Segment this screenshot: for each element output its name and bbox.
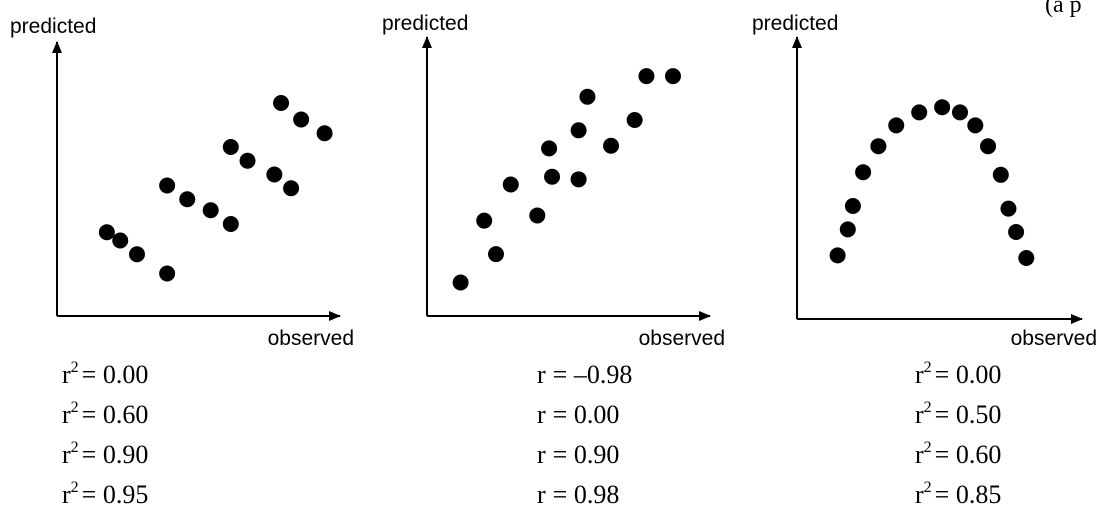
data-point bbox=[1018, 250, 1035, 266]
stat-symbol: r bbox=[62, 360, 71, 389]
data-point bbox=[1000, 200, 1017, 217]
data-point bbox=[159, 177, 176, 194]
answer-option: r = –0.98 bbox=[537, 360, 632, 389]
stat-value: = 0.95 bbox=[82, 480, 149, 509]
data-point bbox=[222, 139, 239, 155]
stat-value: = –0.98 bbox=[553, 360, 633, 389]
data-point bbox=[888, 117, 905, 134]
data-point bbox=[934, 99, 951, 116]
stat-symbol: r bbox=[537, 480, 546, 509]
x-axis-label: observed bbox=[639, 327, 725, 350]
stat-symbol: r bbox=[537, 440, 546, 469]
data-point bbox=[870, 138, 887, 155]
x-axis-label: observed bbox=[268, 327, 354, 350]
answer-option: r2 = 0.00 bbox=[62, 359, 148, 389]
answer-option: r2 = 0.95 bbox=[62, 479, 148, 509]
data-point bbox=[316, 125, 333, 142]
data-point bbox=[273, 95, 290, 111]
stat-value: = 0.00 bbox=[935, 360, 1002, 389]
data-point bbox=[98, 224, 115, 241]
stat-symbol: r bbox=[537, 400, 546, 429]
stat-symbol: r bbox=[62, 400, 71, 429]
data-point bbox=[829, 247, 846, 264]
answer-option: r2 = 0.50 bbox=[915, 399, 1001, 429]
data-point bbox=[452, 274, 469, 291]
data-point bbox=[283, 180, 300, 197]
data-point bbox=[844, 198, 861, 214]
data-point bbox=[293, 111, 310, 128]
data-point bbox=[476, 212, 493, 229]
data-point bbox=[266, 166, 283, 183]
y-axis-label: predicted bbox=[382, 12, 468, 35]
stat-symbol: r bbox=[62, 480, 71, 509]
answer-option: r2 = 0.90 bbox=[62, 439, 148, 469]
stat-exponent: 2 bbox=[71, 439, 79, 456]
data-point bbox=[502, 176, 519, 193]
data-point bbox=[239, 152, 256, 169]
y-axis-label: predicted bbox=[10, 15, 96, 38]
data-point bbox=[488, 246, 504, 263]
data-point bbox=[544, 168, 561, 185]
data-point bbox=[638, 68, 655, 85]
stat-value: = 0.90 bbox=[82, 440, 149, 469]
stat-value: = 0.00 bbox=[553, 400, 620, 429]
stat-symbol: r bbox=[915, 480, 924, 509]
data-point bbox=[911, 104, 928, 121]
answer-option: r = 0.98 bbox=[537, 480, 619, 509]
data-point bbox=[129, 246, 145, 263]
stat-exponent: 2 bbox=[924, 439, 932, 456]
data-point bbox=[112, 232, 129, 249]
x-axis-label: observed bbox=[1011, 327, 1097, 350]
answer-option: r2 = 0.85 bbox=[915, 479, 1001, 509]
stat-value: = 0.90 bbox=[553, 440, 620, 469]
data-point bbox=[529, 207, 546, 224]
stat-exponent: 2 bbox=[924, 399, 932, 416]
data-point bbox=[952, 104, 968, 121]
data-point bbox=[992, 166, 1009, 183]
data-point bbox=[570, 171, 587, 188]
data-point bbox=[541, 140, 558, 157]
stat-value: = 0.50 bbox=[935, 400, 1002, 429]
stat-exponent: 2 bbox=[71, 399, 79, 416]
data-point bbox=[159, 265, 176, 282]
stat-exponent: 2 bbox=[71, 359, 79, 376]
data-point bbox=[202, 202, 219, 219]
data-point bbox=[1008, 224, 1025, 240]
stat-symbol: r bbox=[915, 400, 924, 429]
stat-value: = 0.60 bbox=[935, 440, 1002, 469]
corner-text: (a p bbox=[1045, 0, 1082, 18]
stat-value: = 0.60 bbox=[82, 400, 149, 429]
data-point bbox=[855, 164, 872, 181]
data-point bbox=[579, 88, 596, 105]
data-point bbox=[665, 68, 681, 85]
stat-value: = 0.98 bbox=[553, 480, 620, 509]
data-point bbox=[980, 138, 997, 155]
stat-value: = 0.00 bbox=[82, 360, 149, 389]
answer-option: r2 = 0.60 bbox=[62, 399, 148, 429]
answer-option: r = 0.90 bbox=[537, 440, 619, 469]
y-axis-label: predicted bbox=[752, 12, 838, 35]
answer-option: r = 0.00 bbox=[537, 400, 619, 429]
stat-symbol: r bbox=[537, 360, 546, 389]
data-point bbox=[967, 117, 984, 134]
data-point bbox=[222, 216, 239, 232]
stat-exponent: 2 bbox=[924, 359, 932, 376]
data-point bbox=[839, 221, 856, 238]
data-point bbox=[603, 137, 620, 154]
stat-value: = 0.85 bbox=[935, 480, 1002, 509]
data-point bbox=[570, 122, 587, 139]
stat-exponent: 2 bbox=[924, 479, 932, 496]
stat-exponent: 2 bbox=[71, 479, 79, 496]
answer-option: r2 = 0.00 bbox=[915, 359, 1001, 389]
stat-symbol: r bbox=[915, 360, 924, 389]
stat-symbol: r bbox=[915, 440, 924, 469]
stat-symbol: r bbox=[62, 440, 71, 469]
data-point bbox=[179, 191, 196, 208]
answer-option: r2 = 0.60 bbox=[915, 439, 1001, 469]
data-point bbox=[626, 111, 643, 128]
